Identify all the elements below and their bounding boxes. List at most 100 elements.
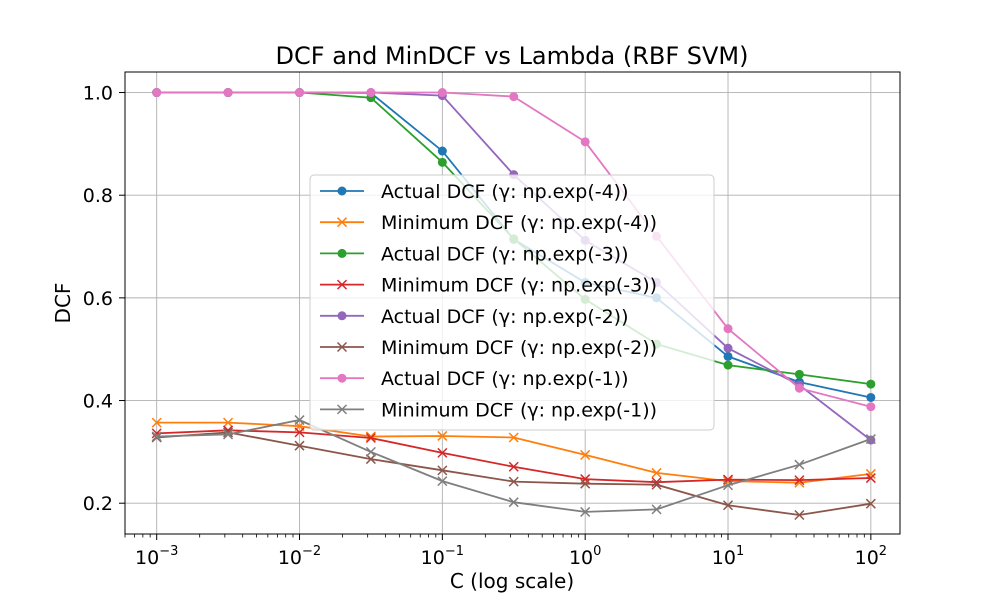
data-point [152,88,162,98]
data-point [437,430,448,441]
data-point [294,440,305,451]
data-point [437,476,448,487]
legend-label: Minimum DCF (γ: np.exp(-4)) [381,212,657,234]
x-tick-base: 10 [135,547,159,569]
data-point [508,476,519,487]
legend-item: Actual DCF (γ: np.exp(-4)) [320,181,629,203]
data-point [337,373,347,383]
data-point [437,157,447,167]
data-point [723,324,733,334]
data-point [365,446,376,457]
y-axis-label: DCF [51,283,75,324]
data-point [437,447,448,458]
data-point [580,449,591,460]
series-8 [151,415,876,517]
data-point [866,402,876,412]
x-tick-label: 10−1 [421,544,464,569]
data-point [508,461,519,472]
data-point [723,343,733,353]
data-point [437,465,448,476]
legend-label: Actual DCF (γ: np.exp(-3)) [381,243,629,265]
data-point [723,351,733,361]
series-7 [152,88,876,412]
data-point [865,498,876,509]
legend-label: Minimum DCF (γ: np.exp(-1)) [381,399,657,421]
chart-title: DCF and MinDCF vs Lambda (RBF SVM) [276,42,749,70]
data-point [580,478,591,489]
data-point [722,500,734,511]
legend-label: Actual DCF (γ: np.exp(-2)) [381,306,629,328]
y-tick-label: 0.2 [83,493,113,515]
x-tick-base: 10 [855,547,879,569]
legend-label: Actual DCF (γ: np.exp(-1)) [381,368,629,390]
data-point [723,360,733,370]
data-point [151,417,162,428]
data-point [651,479,662,490]
data-point [794,475,805,486]
data-point [336,279,348,290]
series-layer [151,88,876,521]
data-point [337,311,347,321]
data-point [223,429,234,440]
data-point [580,474,591,485]
x-tick-label: 10−3 [135,544,178,569]
x-tick-label: 10−2 [278,544,321,569]
legend-label: Minimum DCF (γ: np.exp(-3)) [381,275,657,297]
legend-item: Actual DCF (γ: np.exp(-1)) [320,368,629,390]
x-tick-exponent: 1 [736,544,744,559]
data-point [336,217,348,228]
data-point [366,88,376,98]
x-tick-base: 10 [278,547,302,569]
data-point [223,417,234,428]
data-point [508,497,519,508]
y-axis: 0.2 0.4 0.6 0.8 1.0 [83,83,125,515]
data-point [336,404,348,415]
y-tick-label: 0.4 [83,391,113,413]
data-point [794,509,805,521]
x-tick-exponent: 0 [593,544,601,559]
x-tick-label: 102 [855,544,887,569]
x-tick-exponent: −2 [302,544,321,559]
data-point [866,392,876,402]
legend-item: Actual DCF (γ: np.exp(-2)) [320,306,629,328]
data-point [794,459,805,470]
data-point [223,88,233,98]
data-point [365,432,376,444]
y-tick-label: 0.6 [83,288,113,310]
data-point [365,454,376,465]
legend-item: Minimum DCF (γ: np.exp(-3)) [320,275,657,297]
data-point [866,379,876,389]
data-point [651,467,662,478]
x-tick-base: 10 [569,547,593,569]
data-point [337,186,347,196]
data-point [437,88,447,98]
data-point [294,415,305,426]
legend-item: Minimum DCF (γ: np.exp(-4)) [320,212,657,234]
legend-item: Minimum DCF (γ: np.exp(-2)) [320,337,657,359]
data-point [437,146,447,156]
data-point [722,480,734,491]
data-point [580,137,590,147]
legend-label: Actual DCF (γ: np.exp(-4)) [381,181,629,203]
plot-frame [124,71,901,535]
y-tick-label: 0.8 [83,185,113,207]
data-point [794,383,804,393]
data-point [580,506,591,517]
x-tick-base: 10 [712,547,736,569]
x-tick-base: 10 [421,547,445,569]
data-point [509,92,519,102]
legend-box [309,174,715,431]
legend-item: Minimum DCF (γ: np.exp(-1)) [320,399,657,421]
data-point [151,431,162,442]
data-point [294,427,305,438]
x-tick-label: 101 [712,544,744,569]
data-point [508,432,519,443]
data-point [794,369,804,379]
x-axis-label: C (log scale) [450,569,574,593]
x-tick-exponent: 2 [879,544,887,559]
legend-label: Minimum DCF (γ: np.exp(-2)) [381,337,657,359]
data-point [336,341,348,353]
x-tick-label: 100 [569,544,601,569]
data-point [865,468,876,479]
